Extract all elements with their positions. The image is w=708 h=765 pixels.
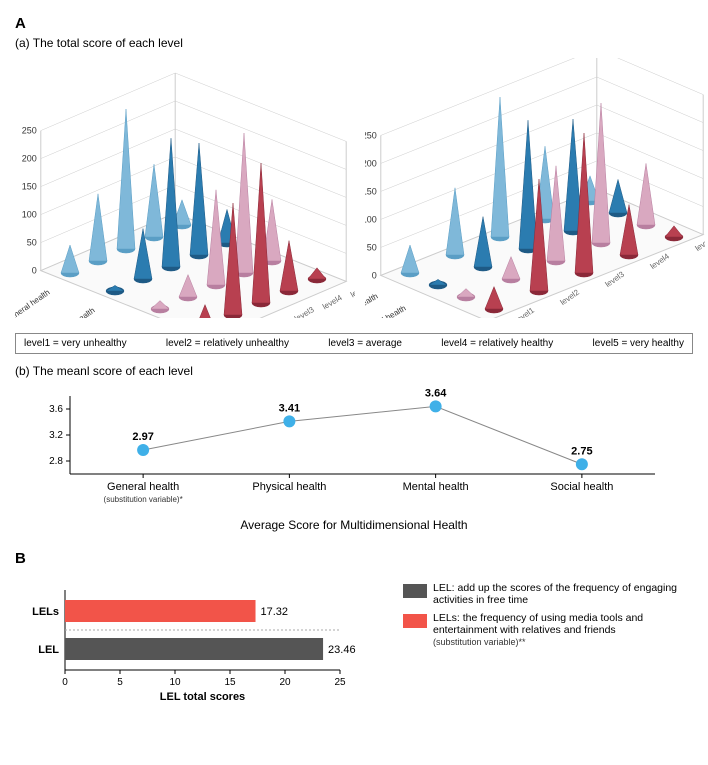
swatch-lel [403,584,427,598]
svg-text:Mental health: Mental health [403,481,469,493]
svg-text:150: 150 [365,186,377,196]
svg-text:200: 200 [22,154,37,164]
legend-level5: level5 = very healthy [593,338,684,349]
swatch-lels [403,614,427,628]
svg-text:20: 20 [279,677,291,688]
chart3d-left-svg: 0 50 100 150 200 250 General healthPhysical he… [15,58,355,318]
line-chart-svg: 2.8 3.2 3.6 General health (substitution var… [15,386,675,516]
svg-text:5: 5 [117,677,123,688]
legend-level4: level4 = relatively healthy [441,338,553,349]
charts-3d-row: 050100150200250General healthPhysical he… [15,58,693,323]
svg-text:3.6: 3.6 [49,404,63,415]
svg-text:50: 50 [367,242,377,252]
svg-text:250: 250 [22,126,37,136]
svg-text:General health: General health [107,481,179,493]
svg-text:0: 0 [62,677,68,688]
level-legend: level1 = very unhealthy level2 = relativ… [15,333,693,354]
svg-text:15: 15 [224,677,236,688]
svg-text:Physical health: Physical health [365,304,408,318]
svg-text:General health: General health [15,288,52,318]
svg-text:level2: level2 [265,317,288,318]
svg-text:2.8: 2.8 [49,456,63,467]
svg-text:level4: level4 [321,293,344,312]
bar-legend: LEL: add up the scores of the frequency … [393,582,693,707]
legend-level3: level3 = average [328,338,402,349]
svg-text:0: 0 [32,266,37,276]
subtitle-b: (b) The meanl score of each level [15,364,693,378]
svg-text:23.46: 23.46 [328,644,356,656]
svg-text:25: 25 [334,677,346,688]
svg-text:100: 100 [22,210,37,220]
panel-a-label: A [15,15,693,32]
chart3d-left: 0 50 100 150 200 250 General healthPhysical he… [15,58,355,323]
svg-text:2.75: 2.75 [571,445,592,457]
svg-text:LELs: LELs [32,606,59,618]
chart3d-right-svg: 0 50 100 150 200 250 General healthPhysical he… [365,58,705,318]
svg-text:level3: level3 [293,305,316,318]
legend-text-lel: LEL: add up the scores of the frequency … [433,582,693,606]
subtitle-a: (a) The total score of each level [15,36,693,50]
svg-text:0: 0 [372,270,377,280]
chart3d-right: 0 50 100 150 200 250 General healthPhysical he… [365,58,705,323]
svg-text:LEL total scores: LEL total scores [160,691,245,702]
legend-level2: level2 = relatively unhealthy [166,338,289,349]
svg-text:LEL: LEL [38,644,59,656]
legend-text-lels: LELs: the frequency of using media tools… [433,612,693,648]
svg-text:200: 200 [365,158,377,168]
svg-text:Social health: Social health [550,481,613,493]
bar-chart-svg: 0 5 10 15 20 25 LEL total scores LELs 17.32 LEL 23… [15,582,385,702]
svg-text:250: 250 [365,130,377,140]
svg-text:General health: General health [365,292,380,318]
line-axis-title: Average Score for Multidimensional Healt… [15,518,693,532]
svg-text:(substitution variable)*: (substitution variable)* [104,495,183,504]
svg-text:Physical health: Physical health [47,306,96,318]
panel-b: B 0 5 10 15 20 25 LEL total scores LELs 17.32 LEL… [15,550,693,707]
svg-text:3.41: 3.41 [279,402,300,414]
legend-level1: level1 = very unhealthy [24,338,127,349]
svg-text:3.64: 3.64 [425,387,447,399]
bar-chart-wrap: 0 5 10 15 20 25 LEL total scores LELs 17.32 LEL 23… [15,582,693,707]
svg-text:150: 150 [22,182,37,192]
svg-text:50: 50 [27,238,37,248]
panel-b-label: B [15,550,693,567]
svg-text:3.2: 3.2 [49,430,63,441]
legend-item-lel: LEL: add up the scores of the frequency … [403,582,693,606]
legend-item-lels: LELs: the frequency of using media tools… [403,612,693,648]
svg-text:17.32: 17.32 [261,606,289,618]
svg-text:2.97: 2.97 [132,431,153,443]
panel-a: A (a) The total score of each level 0 50 1… [15,15,693,532]
svg-text:100: 100 [365,214,377,224]
svg-text:Physical health: Physical health [252,481,326,493]
svg-text:level5: level5 [349,281,355,300]
legend-note: (substitution variable)** [433,637,526,647]
line-chart: 2.8 3.2 3.6 General health (substitution var… [15,386,693,516]
bar-chart: 0 5 10 15 20 25 LEL total scores LELs 17.32 LEL 23… [15,582,393,707]
svg-text:10: 10 [169,677,181,688]
